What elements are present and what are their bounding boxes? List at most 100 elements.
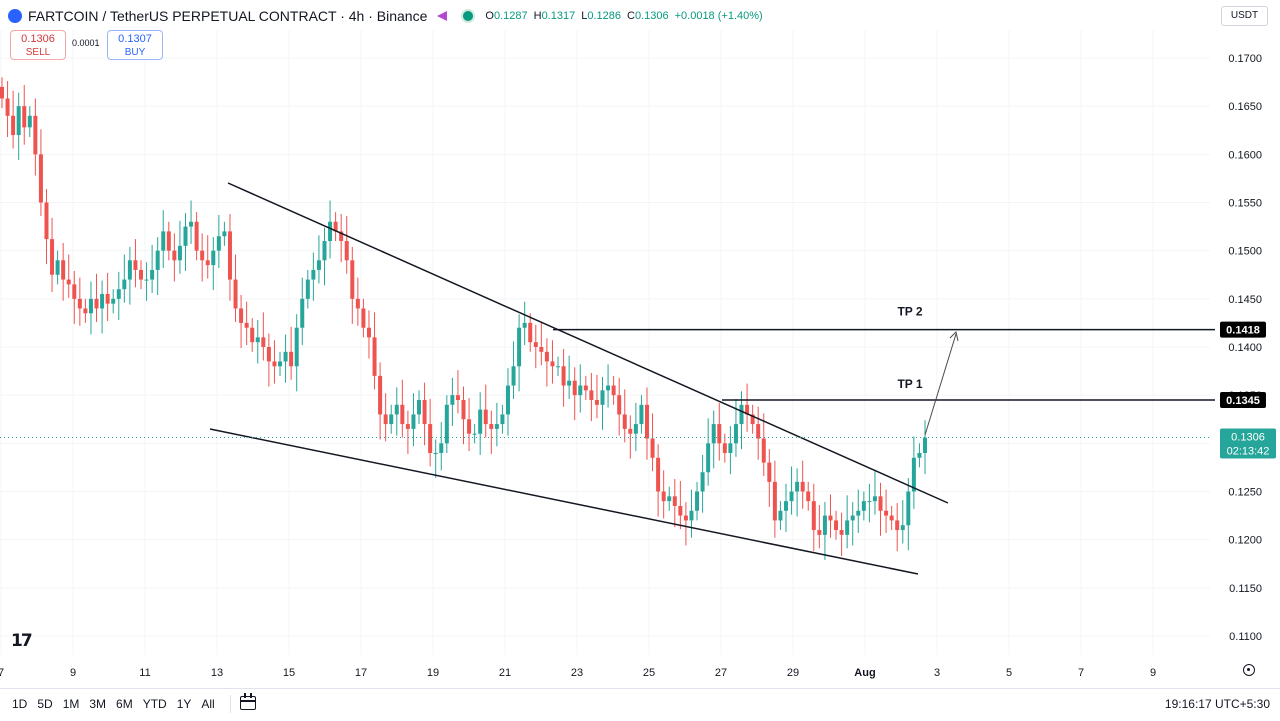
currency-selector[interactable]: USDT [1221, 6, 1268, 26]
candle [33, 98, 38, 176]
candle [261, 312, 266, 361]
candle-body [244, 322, 249, 328]
tradingview-logo-icon[interactable]: 17 [11, 631, 33, 651]
time-tick-label: 13 [211, 667, 223, 679]
candle-body [22, 106, 27, 128]
candle [678, 480, 683, 530]
candle [266, 333, 271, 387]
candle-body [617, 395, 622, 415]
candle-body [789, 491, 794, 502]
candle-body [889, 515, 894, 521]
candle [16, 92, 21, 161]
range-ytd[interactable]: YTD [142, 697, 167, 711]
candle-body [278, 361, 283, 367]
candle-body [339, 231, 344, 242]
candle [533, 324, 538, 369]
candle-body [11, 115, 16, 136]
projection-arrow [924, 333, 957, 436]
candle [122, 254, 127, 303]
price-tick-label: 0.1100 [1229, 631, 1262, 643]
candle [339, 214, 344, 263]
drawings: TP 2 TP 1 [0, 182, 1215, 575]
candle-body [867, 501, 872, 503]
candle-body [822, 515, 827, 535]
candle [294, 314, 299, 392]
candle-body [177, 245, 182, 261]
candle [227, 214, 232, 301]
time-tick-label: 17 [355, 667, 367, 679]
candle [333, 212, 338, 242]
chart-grid [0, 30, 1210, 655]
range-all[interactable]: All [201, 697, 215, 711]
candle-body [150, 269, 155, 280]
candle-body [467, 419, 472, 434]
candle [77, 277, 82, 326]
low-label: L [581, 10, 588, 22]
sell-button[interactable]: 0.1306 SELL [10, 30, 66, 60]
candle [800, 460, 805, 509]
candle [706, 418, 711, 486]
candle-body [839, 530, 844, 535]
candle-body [489, 424, 494, 429]
candle [72, 270, 77, 324]
candle-body [783, 501, 788, 511]
flag-icon[interactable] [437, 11, 447, 21]
candle-body [33, 115, 38, 155]
candle [895, 503, 900, 552]
buy-button[interactable]: 0.1307 BUY [107, 30, 163, 60]
range-1y[interactable]: 1Y [176, 697, 192, 711]
candle-body [461, 399, 466, 420]
candle [139, 260, 144, 290]
high-label: H [533, 10, 542, 22]
candle [667, 486, 672, 511]
candle-body [622, 414, 627, 429]
candle [695, 481, 700, 521]
candle-body [455, 395, 460, 400]
candle [472, 424, 477, 444]
level-price-tag [1220, 321, 1266, 338]
candle [444, 395, 449, 453]
candle-body [144, 279, 149, 281]
candle-body [561, 366, 566, 386]
calendar-icon[interactable] [240, 693, 256, 710]
candle-body [739, 404, 744, 425]
range-1m[interactable]: 1M [62, 697, 80, 711]
candle [845, 495, 850, 549]
candle-body [778, 510, 783, 521]
candle [683, 502, 688, 546]
candle-body [361, 308, 366, 328]
candle-body [517, 327, 522, 367]
time-tick-label: 19 [427, 667, 439, 679]
range-5d[interactable]: 5D [37, 697, 53, 711]
chart-settings-icon[interactable] [1243, 664, 1255, 676]
candle-body [811, 501, 816, 531]
price-tick-label: 0.1650 [1228, 101, 1262, 113]
price-tick-label: 0.1700 [1228, 53, 1262, 65]
candle [322, 227, 327, 286]
candle-body [350, 260, 355, 299]
price-tick-label: 0.1400 [1228, 342, 1262, 354]
candle [311, 252, 316, 301]
range-3m[interactable]: 3M [89, 697, 107, 711]
candle [561, 348, 566, 407]
candle-body [328, 221, 333, 242]
range-1d[interactable]: 1D [12, 697, 28, 711]
candle [717, 402, 722, 461]
candle [22, 84, 27, 145]
candle [417, 390, 422, 425]
candle-body [127, 260, 132, 280]
level-price-tag-label: 0.1418 [1226, 325, 1260, 337]
candle-body [355, 298, 360, 309]
range-6m[interactable]: 6M [116, 697, 133, 711]
candle [400, 379, 405, 438]
candle [455, 370, 460, 414]
ohlc-readout: O0.1287 H0.1317 L0.1286 C0.1306 +0.0018 … [485, 10, 762, 22]
time-tick-label: 3 [934, 667, 940, 679]
candle [38, 129, 43, 216]
candle [27, 106, 32, 137]
clock-readout[interactable]: 19:16:17 UTC+5:30 [1164, 697, 1270, 711]
symbol-title[interactable]: FARTCOIN / TetherUS PERPETUAL CONTRACT ·… [28, 8, 428, 24]
candle [767, 449, 772, 507]
symbol-header: FARTCOIN / TetherUS PERPETUAL CONTRACT ·… [8, 6, 763, 26]
